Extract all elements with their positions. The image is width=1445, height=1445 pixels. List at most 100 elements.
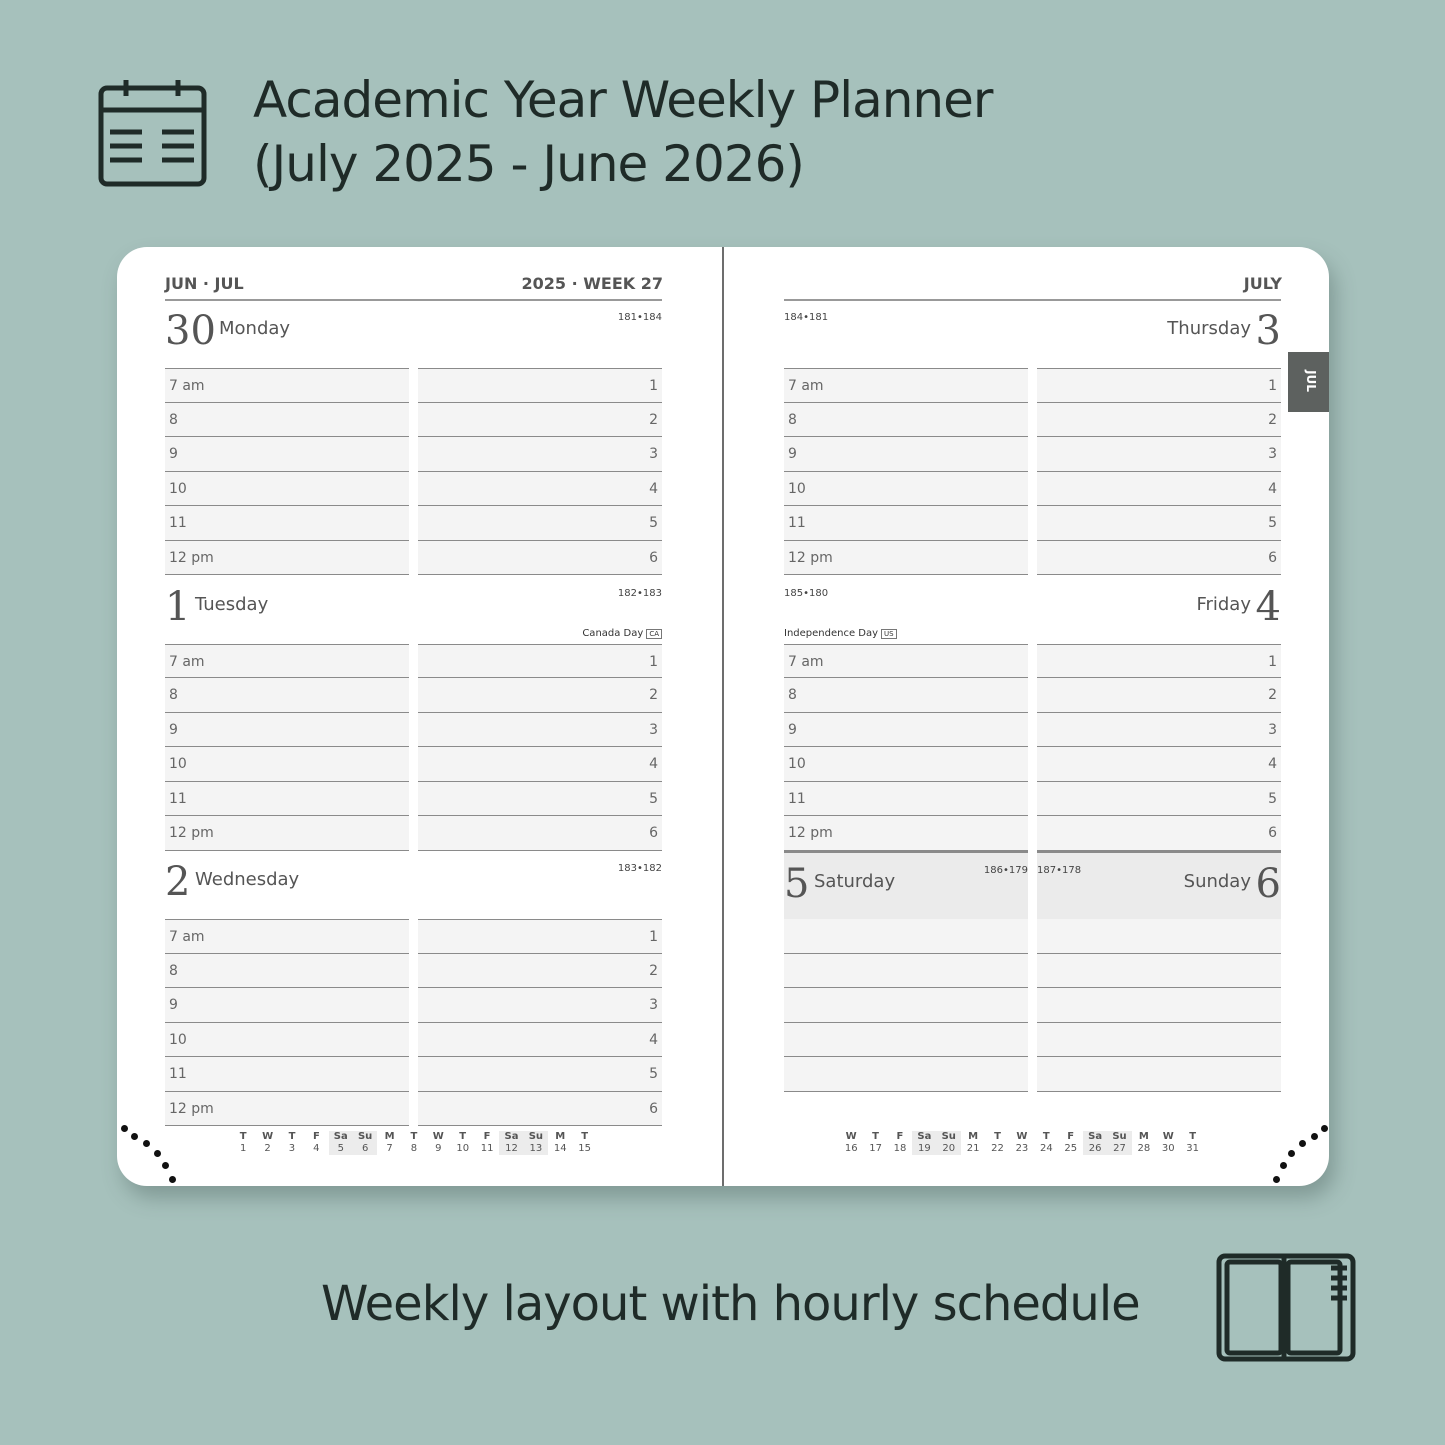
- hour-slot[interactable]: 1: [418, 919, 662, 954]
- binding-dot: [1273, 1176, 1280, 1183]
- hour-slot[interactable]: 3: [418, 437, 662, 472]
- mini-calendar-day: W 30: [1156, 1131, 1180, 1155]
- hour-slot[interactable]: 10: [165, 1022, 409, 1057]
- hour-slot[interactable]: 4: [418, 1022, 662, 1057]
- date-number: 27: [1113, 1143, 1126, 1154]
- hour-slot[interactable]: 3: [418, 712, 662, 747]
- weekday-letter: Sa: [504, 1131, 519, 1142]
- hour-slot[interactable]: 11: [784, 781, 1028, 816]
- hour-slot[interactable]: 1: [1037, 368, 1281, 403]
- weekday-letter: W: [845, 1131, 857, 1142]
- day-name: Saturday: [814, 871, 896, 892]
- hour-slot[interactable]: 10: [784, 747, 1028, 782]
- hour-slot[interactable]: 3: [418, 988, 662, 1023]
- hour-slot[interactable]: [784, 919, 1028, 954]
- page-counter: 182•183: [617, 587, 662, 599]
- hour-slot[interactable]: 9: [784, 712, 1028, 747]
- day-name: Wednesday: [195, 869, 300, 890]
- hour-slot[interactable]: 2: [418, 953, 662, 988]
- hour-slot[interactable]: [1037, 1057, 1281, 1092]
- hour-slot[interactable]: 11: [165, 1057, 409, 1092]
- hour-slot[interactable]: 7 am: [784, 368, 1028, 403]
- weekday-letter: T: [239, 1131, 247, 1142]
- hour-slot[interactable]: [784, 988, 1028, 1023]
- hour-slot[interactable]: 11: [165, 506, 409, 541]
- hour-slot[interactable]: 6: [418, 540, 662, 575]
- hour-slot[interactable]: 1: [418, 368, 662, 403]
- hour-slot[interactable]: 9: [165, 437, 409, 472]
- hour-slot[interactable]: 1: [1037, 643, 1281, 678]
- hour-slot[interactable]: [1037, 953, 1281, 988]
- hour-slot[interactable]: 10: [784, 471, 1028, 506]
- month-tab-jul[interactable]: JUL: [1288, 352, 1329, 412]
- hour-slot[interactable]: [1037, 1022, 1281, 1057]
- hour-slot[interactable]: 12 pm: [165, 816, 409, 851]
- day-number: 4: [1255, 583, 1281, 630]
- hour-slot[interactable]: 10: [165, 471, 409, 506]
- hour-slot[interactable]: 3: [1037, 712, 1281, 747]
- hour-slot[interactable]: 5: [1037, 781, 1281, 816]
- hour-slot[interactable]: 8: [165, 953, 409, 988]
- weekend-header-saturday: 5 Saturday 186•179: [784, 851, 1028, 919]
- hour-slot[interactable]: 6: [1037, 816, 1281, 851]
- hour-slot[interactable]: 7 am: [165, 643, 409, 678]
- weekday-letter: Sa: [1088, 1131, 1103, 1142]
- hour-slot[interactable]: 9: [165, 988, 409, 1023]
- hour-slot[interactable]: [784, 953, 1028, 988]
- hour-slot[interactable]: 2: [418, 402, 662, 437]
- hour-slot[interactable]: [1037, 919, 1281, 954]
- day-block-thursday: 3 Thursday 184•181 7 am 8 9 10 11 12 pm 1 2 3 4 5 6: [784, 300, 1281, 575]
- hour-slot[interactable]: [784, 1022, 1028, 1057]
- date-number: 12: [505, 1143, 518, 1154]
- hour-slot[interactable]: 6: [418, 1091, 662, 1126]
- hour-slot[interactable]: 11: [165, 781, 409, 816]
- hour-slot[interactable]: 5: [418, 506, 662, 541]
- hour-slot[interactable]: 11: [784, 506, 1028, 541]
- hour-slot[interactable]: 8: [784, 402, 1028, 437]
- weekday-letter: W: [432, 1131, 444, 1142]
- hour-slot[interactable]: 1: [418, 643, 662, 678]
- hour-slot[interactable]: 4: [1037, 471, 1281, 506]
- hour-slot[interactable]: 7 am: [165, 368, 409, 403]
- weekend-block: 5 Saturday 186•179 6 Sunday 187•178: [784, 851, 1281, 1126]
- header-rule: [784, 299, 1281, 301]
- hour-slot[interactable]: 2: [1037, 402, 1281, 437]
- hour-slot[interactable]: 6: [1037, 540, 1281, 575]
- hour-slot[interactable]: [1037, 988, 1281, 1023]
- weekday-letter: Su: [528, 1131, 544, 1142]
- hour-slot[interactable]: 5: [418, 1057, 662, 1092]
- hour-slot[interactable]: 4: [1037, 747, 1281, 782]
- mini-calendar-day: Su 6: [352, 1131, 378, 1155]
- hour-slot[interactable]: 3: [1037, 437, 1281, 472]
- hour-slot[interactable]: 7 am: [165, 919, 409, 954]
- mini-calendar-day: F 11: [475, 1131, 499, 1155]
- hour-slot[interactable]: 12 pm: [784, 816, 1028, 851]
- hour-slot[interactable]: 4: [418, 747, 662, 782]
- hour-slot[interactable]: 5: [1037, 506, 1281, 541]
- hour-slot[interactable]: 7 am: [784, 643, 1028, 678]
- hour-slot[interactable]: [784, 1057, 1028, 1092]
- date-number: 16: [844, 1143, 858, 1154]
- hour-slot[interactable]: 10: [165, 747, 409, 782]
- weekday-letter: F: [483, 1131, 491, 1142]
- hour-slot[interactable]: 9: [165, 712, 409, 747]
- weekday-letter: T: [288, 1131, 296, 1142]
- hour-slot[interactable]: 12 pm: [784, 540, 1028, 575]
- hour-slot[interactable]: 5: [418, 781, 662, 816]
- hour-slot[interactable]: 12 pm: [165, 1091, 409, 1126]
- hour-slot[interactable]: 2: [418, 678, 662, 713]
- hour-slot[interactable]: 8: [165, 402, 409, 437]
- weekday-letter: Su: [1112, 1131, 1127, 1142]
- hour-slot[interactable]: 8: [784, 678, 1028, 713]
- hour-slot[interactable]: 2: [1037, 678, 1281, 713]
- hour-slot[interactable]: 12 pm: [165, 540, 409, 575]
- weekday-letter: T: [581, 1131, 589, 1142]
- hour-slot[interactable]: 6: [418, 816, 662, 851]
- weekday-letter: T: [459, 1131, 467, 1142]
- hour-slot[interactable]: 4: [418, 471, 662, 506]
- date-number: 21: [966, 1143, 980, 1154]
- hour-slot[interactable]: 8: [165, 678, 409, 713]
- hour-slot[interactable]: 9: [784, 437, 1028, 472]
- mini-calendar-day: M 21: [961, 1131, 985, 1155]
